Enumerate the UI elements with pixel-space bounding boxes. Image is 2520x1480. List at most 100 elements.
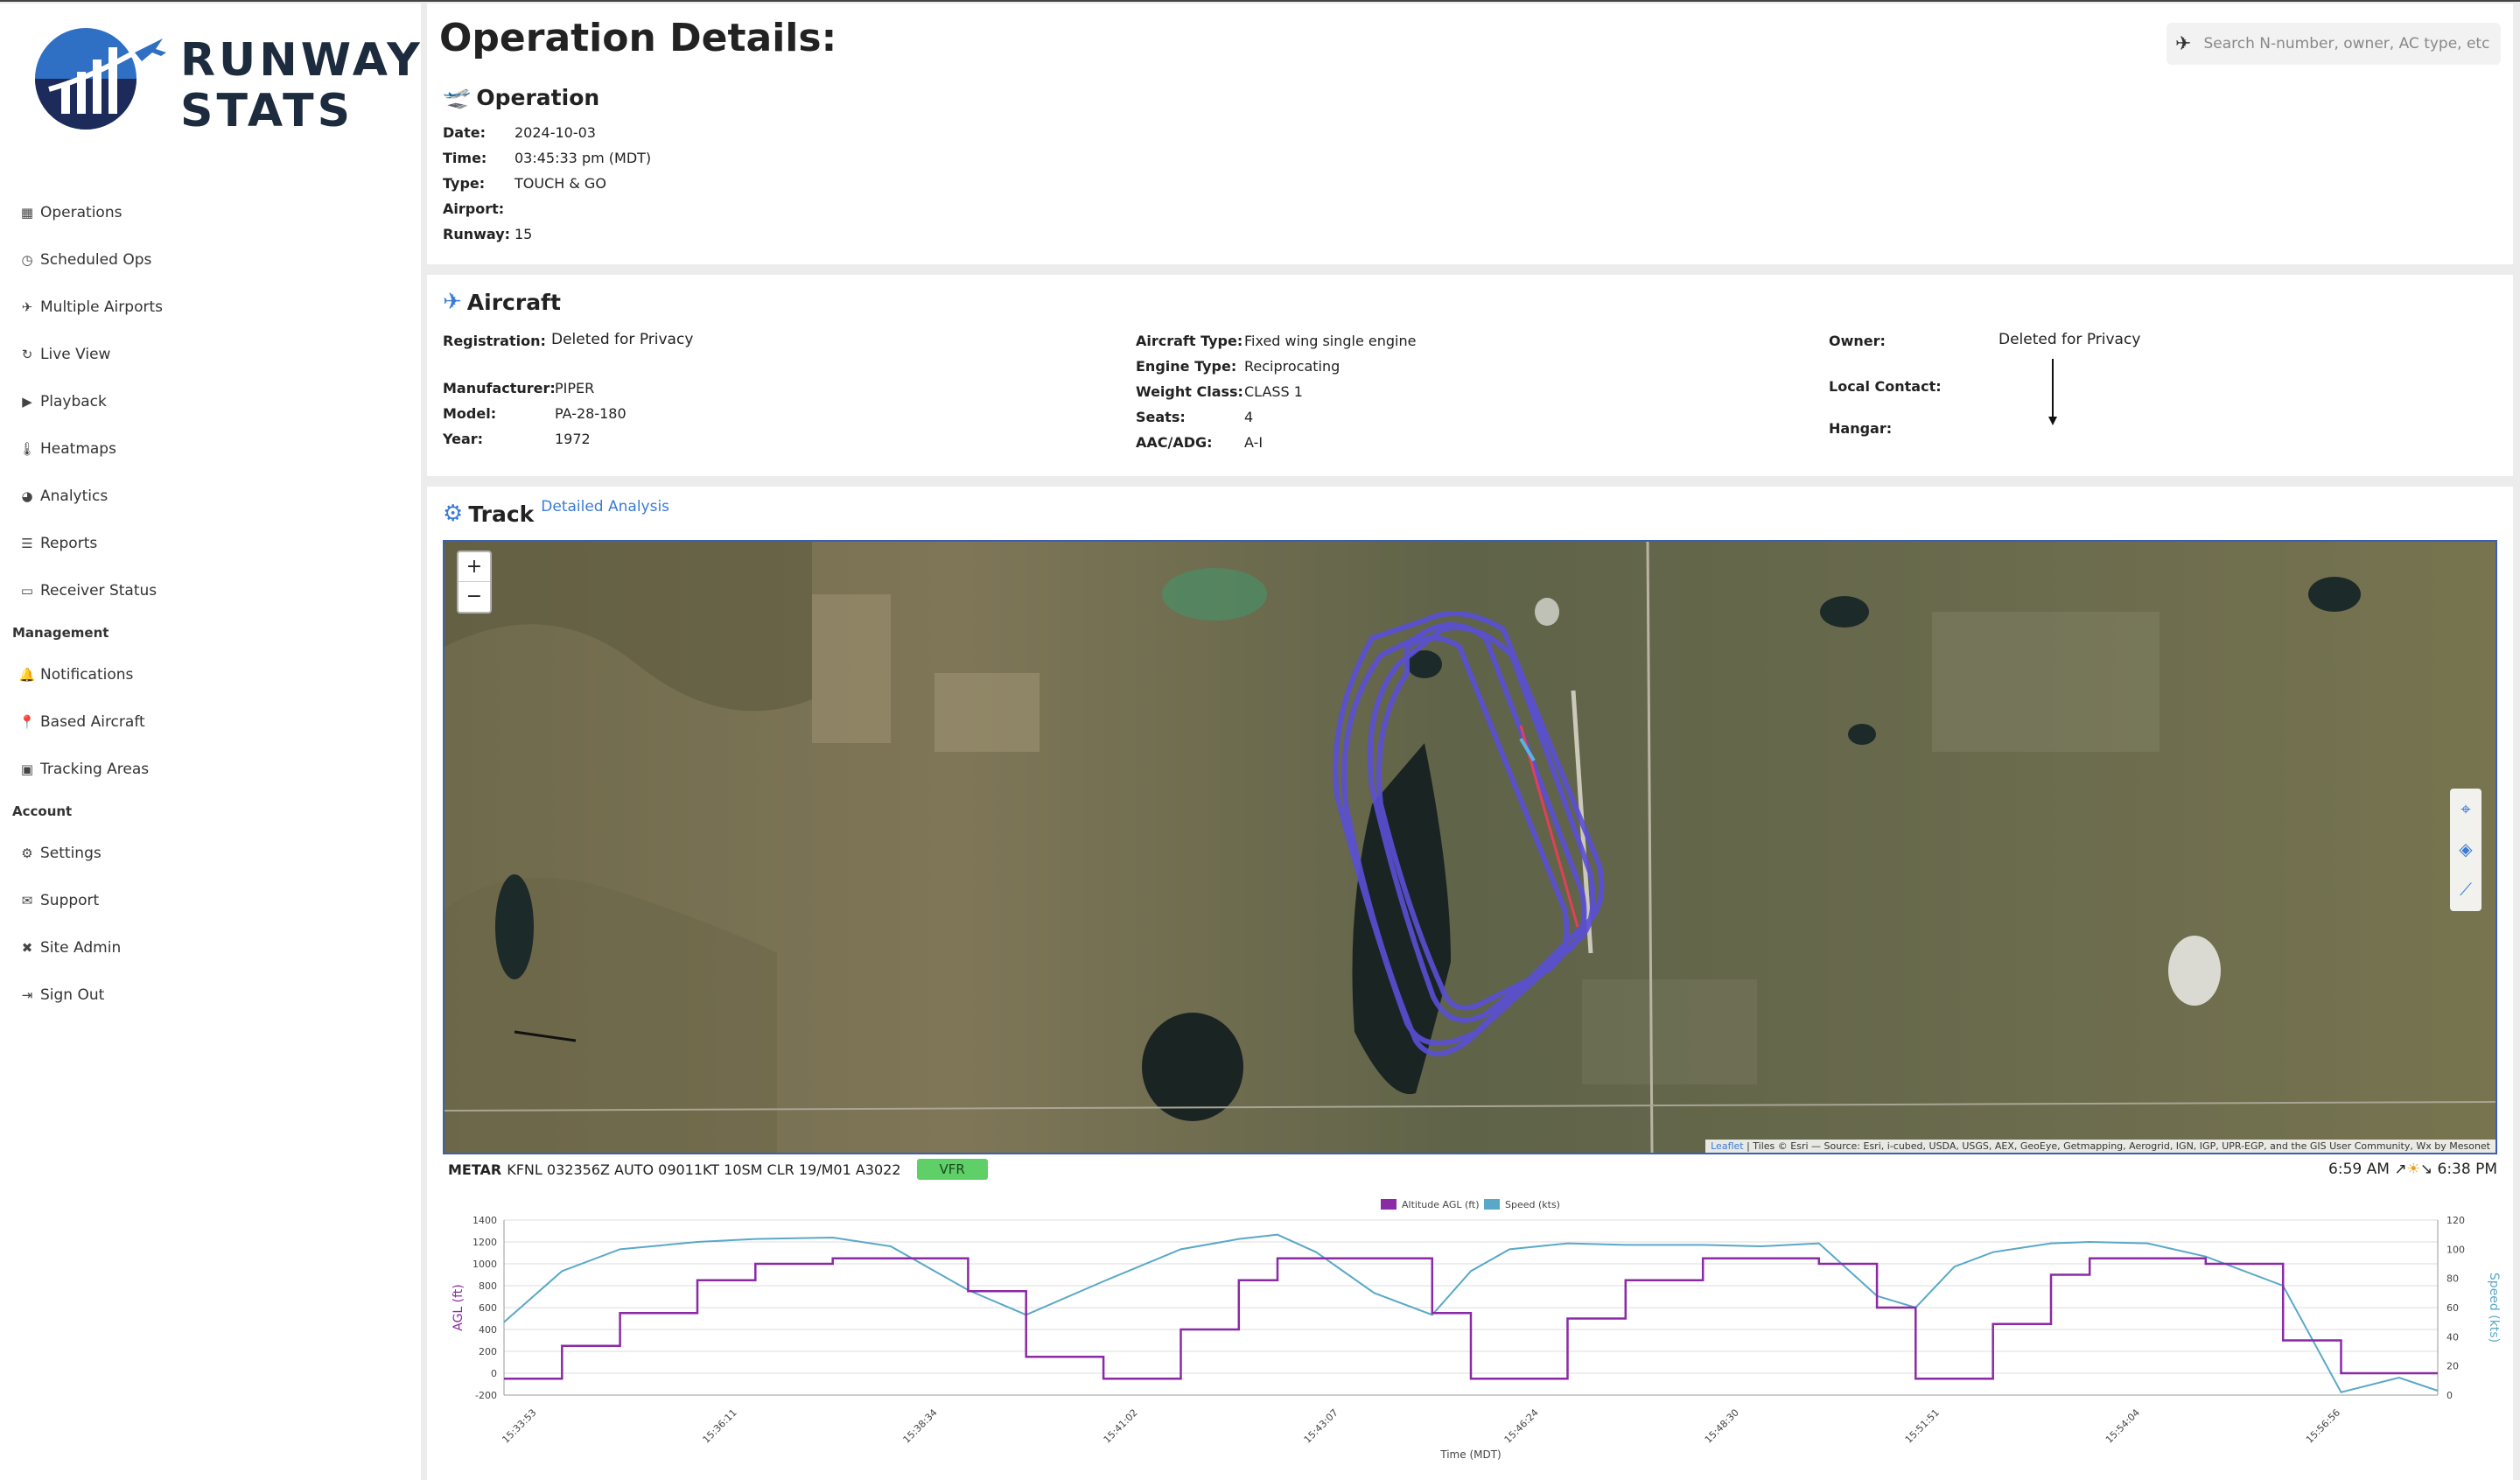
search-box[interactable]: ✈ Search N-number, owner, AC type, etc (2166, 23, 2501, 65)
zoom-control: + − (457, 551, 492, 614)
sidebar-item-label: Based Aircraft (40, 713, 145, 731)
nav-section-account: Account (12, 803, 73, 819)
sidebar-nav: ▦ Operations ◷ Scheduled Ops ✈ Multiple Air… (0, 189, 421, 1019)
tools-icon: ✖ (21, 940, 33, 956)
op-time-label: Time: (443, 150, 487, 166)
zoom-in-button[interactable]: + (458, 552, 490, 582)
gear-icon: ⚙ (443, 501, 464, 527)
flight-category-badge: VFR (916, 1159, 988, 1180)
legend-label-altitude: Altitude AGL (ft) (1402, 1199, 1480, 1210)
search-input[interactable]: Search N-number, owner, AC type, etc (2203, 35, 2490, 53)
sidebar-item-scheduled-ops[interactable]: ◷ Scheduled Ops (0, 236, 421, 284)
sidebar: RUNWAY STATS ▦ Operations ◷ Scheduled Ops … (0, 4, 421, 1480)
thermometer-icon: 🌡 (18, 441, 36, 457)
x-tick-label: 15:54:04 (2104, 1406, 2142, 1445)
ac-weight-label: Weight Class: (1136, 383, 1243, 400)
ac-engine-label: Engine Type: (1136, 358, 1237, 375)
page-title: Operation Details: (439, 16, 837, 60)
y2-tick-label: 40 (2446, 1331, 2459, 1343)
takeoff-icon: 🛫 (443, 84, 472, 110)
ac-registration-label: Registration: (443, 333, 546, 349)
track-heading-label: Track (468, 501, 535, 527)
op-date-label: Date: (443, 124, 486, 141)
track-map[interactable]: + − ⌖ ◈ ⟋ Leaflet | Tiles © Esri — Sourc… (443, 540, 2497, 1154)
sidebar-item-reports[interactable]: ☰ Reports (0, 520, 421, 567)
sunset-time: 6:38 PM (2437, 1161, 2498, 1178)
y-tick-label: -200 (475, 1390, 497, 1401)
sidebar-item-support[interactable]: ✉ Support (0, 877, 421, 924)
altitude-speed-chart[interactable]: 1400120010008006004002000-20012010080604… (427, 1194, 2513, 1465)
x-tick-label: 15:48:30 (1703, 1406, 1741, 1445)
runway-stats-logo[interactable]: RUNWAY STATS (32, 26, 420, 137)
legend-label-speed: Speed (kts) (1505, 1199, 1560, 1210)
y2-tick-label: 120 (2446, 1215, 2465, 1226)
y2-tick-label: 20 (2446, 1361, 2459, 1372)
y-axis-label: AGL (ft) (452, 1284, 466, 1331)
sidebar-item-sign-out[interactable]: ⇥ Sign Out (0, 971, 421, 1019)
sidebar-item-label: Playback (40, 393, 107, 410)
ac-model-value: PA-28-180 (555, 405, 626, 422)
sidebar-item-label: Reports (40, 535, 98, 552)
detailed-analysis-link[interactable]: Detailed Analysis (541, 498, 670, 516)
ac-type-label: Aircraft Type: (1136, 333, 1243, 349)
video-icon: ▶ (22, 394, 32, 410)
sidebar-item-label: Sign Out (40, 986, 105, 1004)
sidebar-item-heatmaps[interactable]: 🌡 Heatmaps (0, 425, 421, 473)
satellite-map[interactable] (444, 542, 2496, 1153)
track-heading: ⚙ Track Detailed Analysis (443, 498, 670, 527)
sidebar-item-live-view[interactable]: ↻ Live View (0, 331, 421, 378)
sidebar-item-playback[interactable]: ▶ Playback (0, 378, 421, 425)
layers-icon[interactable]: ◈ (2459, 838, 2473, 859)
operation-panel: Operation Details: ✈ Search N-number, ow… (427, 4, 2513, 264)
sidebar-item-receiver-status[interactable]: ▭ Receiver Status (0, 567, 421, 614)
altitude-series-line (504, 1257, 2438, 1380)
refresh-icon: ↻ (21, 347, 33, 362)
x-tick-label: 15:43:07 (1302, 1406, 1340, 1445)
locate-icon[interactable]: ⌖ (2460, 798, 2471, 819)
ac-manufacturer-value: PIPER (555, 380, 595, 396)
clock-icon: ◷ (21, 252, 33, 268)
sidebar-item-settings[interactable]: ⚙ Settings (0, 830, 421, 877)
chart-icon[interactable]: ⟋ (2460, 879, 2472, 900)
sidebar-item-multiple-airports[interactable]: ✈ Multiple Airports (0, 284, 421, 331)
leaflet-link[interactable]: Leaflet (1711, 1140, 1744, 1152)
sidebar-item-label: Receiver Status (40, 582, 158, 600)
ac-owner-value: Deleted for Privacy (1998, 331, 2141, 348)
sidebar-item-notifications[interactable]: 🔔 Notifications (0, 651, 421, 698)
sidebar-item-operations[interactable]: ▦ Operations (0, 189, 421, 236)
map-attribution: Leaflet | Tiles © Esri — Source: Esri, i… (1705, 1140, 2496, 1153)
ac-year-value: 1972 (555, 431, 591, 447)
ac-engine-value: Reciprocating (1244, 358, 1340, 375)
y2-tick-label: 60 (2446, 1302, 2459, 1314)
sidebar-item-site-admin[interactable]: ✖ Site Admin (0, 924, 421, 971)
ac-aac-label: AAC/ADG: (1136, 434, 1213, 451)
sidebar-item-label: Settings (40, 845, 102, 862)
plane-icon: ✈ (443, 289, 462, 315)
legend-swatch-speed (1484, 1199, 1500, 1210)
metar-text: KFNL 032356Z AUTO 09011KT 10SM CLR 19/M0… (507, 1161, 901, 1178)
speed-series-line (503, 1233, 2439, 1393)
ac-registration-value: Deleted for Privacy (551, 331, 694, 348)
ac-model-label: Model: (443, 405, 497, 422)
aircraft-heading: ✈ Aircraft (443, 289, 561, 315)
brand-line-1: RUNWAY (180, 34, 424, 87)
sidebar-item-analytics[interactable]: ◕ Analytics (0, 473, 421, 520)
y-tick-label: 1400 (472, 1215, 497, 1226)
operation-heading: 🛫 Operation (443, 84, 599, 110)
sidebar-item-tracking-areas[interactable]: ▣ Tracking Areas (0, 746, 421, 793)
sidebar-item-label: Site Admin (40, 939, 122, 957)
metar-label: METAR (448, 1161, 502, 1178)
sidebar-item-label: Analytics (40, 487, 108, 505)
pin-icon: 📍 (18, 714, 36, 730)
zoom-out-button[interactable]: − (466, 586, 483, 607)
y-tick-label: 0 (491, 1368, 497, 1379)
y-tick-label: 1000 (472, 1259, 497, 1270)
ac-year-label: Year: (443, 431, 484, 447)
y-tick-label: 600 (479, 1302, 497, 1314)
arrow-down-icon (2048, 359, 2057, 425)
logo-mark-icon (35, 28, 166, 130)
sidebar-item-label: Operations (40, 204, 122, 221)
ac-weight-value: CLASS 1 (1244, 383, 1303, 400)
sidebar-item-based-aircraft[interactable]: 📍 Based Aircraft (0, 698, 421, 746)
ac-seats-label: Seats: (1136, 409, 1186, 425)
